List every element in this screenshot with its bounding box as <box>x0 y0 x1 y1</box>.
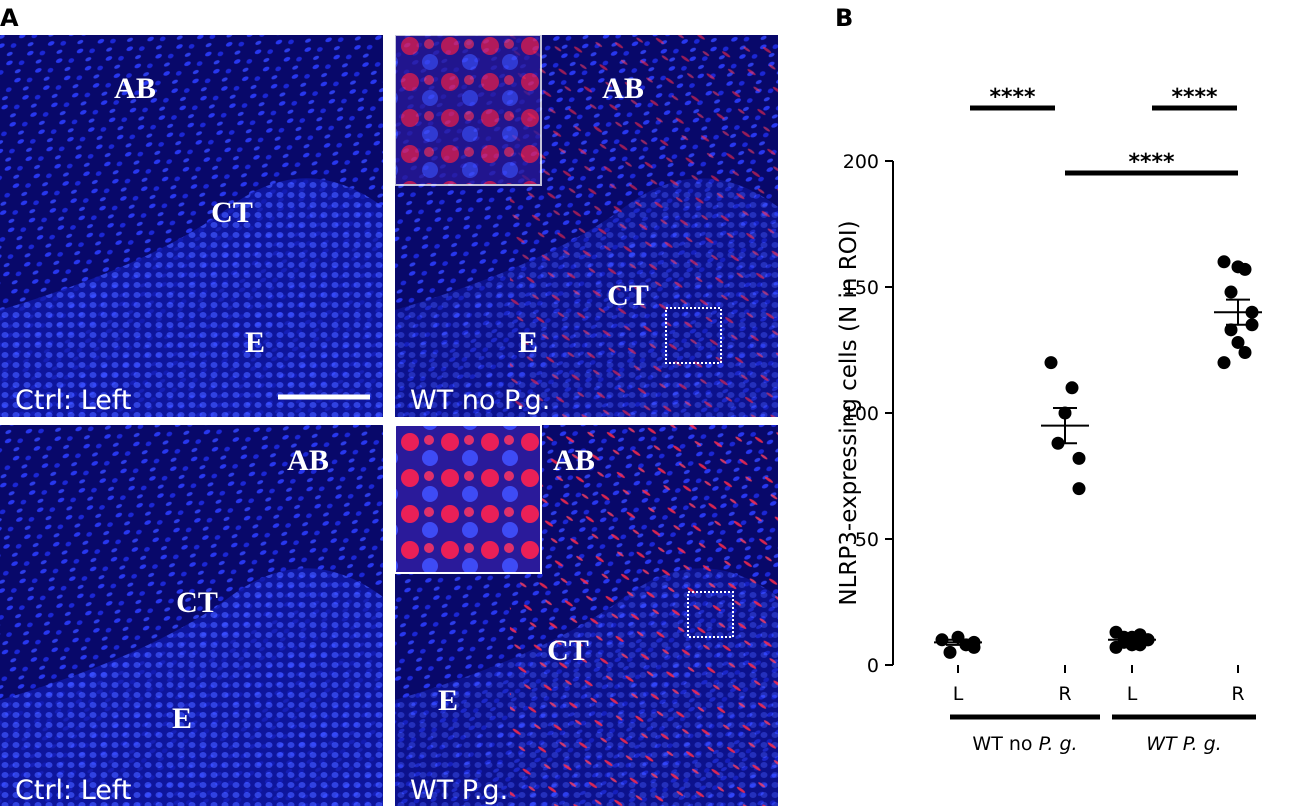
tissue-label: CT <box>547 634 589 667</box>
group-label: WT no P. g. <box>972 733 1077 755</box>
group-label-italic: P. g. <box>1039 733 1078 755</box>
panel-letter: B <box>835 4 853 32</box>
y-tick-label: 100 <box>843 403 879 425</box>
data-point <box>1231 260 1245 274</box>
y-tick-label: 200 <box>843 151 879 173</box>
tissue-label: CT <box>211 196 253 229</box>
micrograph: AB CT E Ctrl: Left <box>0 425 383 806</box>
tissue-label: AB <box>553 444 595 477</box>
panel-letter: A <box>0 4 19 32</box>
data-point <box>1238 346 1252 360</box>
micrograph: AB CT E WT P.g. <box>394 424 778 806</box>
data-point <box>1217 255 1231 269</box>
data-point <box>1217 356 1231 370</box>
y-tick-label: 150 <box>843 277 879 299</box>
data-point <box>1072 482 1086 496</box>
significance-label: **** <box>1171 85 1218 110</box>
inset <box>394 424 542 574</box>
data-point <box>1224 285 1238 299</box>
tissue-label: E <box>245 326 265 359</box>
x-tick-label: R <box>1058 683 1071 705</box>
data-point <box>1065 381 1079 395</box>
tissue-label: E <box>172 702 192 735</box>
image-caption: WT P.g. <box>410 775 508 806</box>
data-point <box>943 645 957 659</box>
red-stain <box>509 35 778 417</box>
roi-box <box>687 591 734 638</box>
y-tick-label: 50 <box>855 529 879 551</box>
significance-label: **** <box>989 85 1036 110</box>
image-caption: WT no P.g. <box>410 385 550 416</box>
image-caption: Ctrl: Left <box>15 385 132 416</box>
epithelium <box>0 568 383 806</box>
micrograph: AB CT E Ctrl: Left <box>0 35 383 417</box>
data-point <box>967 640 981 654</box>
x-tick-label: L <box>953 683 964 705</box>
y-tick-label: 0 <box>867 655 879 677</box>
y-axis-label: NLRP3-expressing cells (N in ROI) <box>836 220 862 605</box>
tissue-label: CT <box>607 279 649 312</box>
group-label-text: WT no <box>972 733 1032 755</box>
roi-box <box>665 307 722 364</box>
x-tick-label: L <box>1127 683 1138 705</box>
data-point <box>1072 451 1086 465</box>
tissue-label: E <box>438 684 458 717</box>
group-label: WT P. g. <box>1146 733 1221 755</box>
group-label-italic: WT P. g. <box>1146 733 1221 755</box>
significance-label: **** <box>1128 150 1175 175</box>
red-stain <box>509 425 778 806</box>
tissue-label: E <box>518 326 538 359</box>
x-tick-label: R <box>1231 683 1244 705</box>
tissue-label: AB <box>114 72 156 105</box>
panel-b: 0 50 100 150 200 NLRP3-expressing cells (N in… <box>836 85 1262 755</box>
data-point <box>1245 318 1259 332</box>
micrograph: AB CT E WT no P.g. <box>394 34 778 417</box>
epithelium <box>0 178 383 417</box>
data-point <box>1044 356 1058 370</box>
image-caption: Ctrl: Left <box>15 775 132 806</box>
tissue-label: AB <box>287 444 329 477</box>
data-point <box>1231 335 1245 349</box>
data-point <box>1224 323 1238 337</box>
tissue-label: AB <box>602 72 644 105</box>
inset <box>394 34 542 186</box>
tissue-label: CT <box>176 586 218 619</box>
data-point <box>1109 640 1123 654</box>
